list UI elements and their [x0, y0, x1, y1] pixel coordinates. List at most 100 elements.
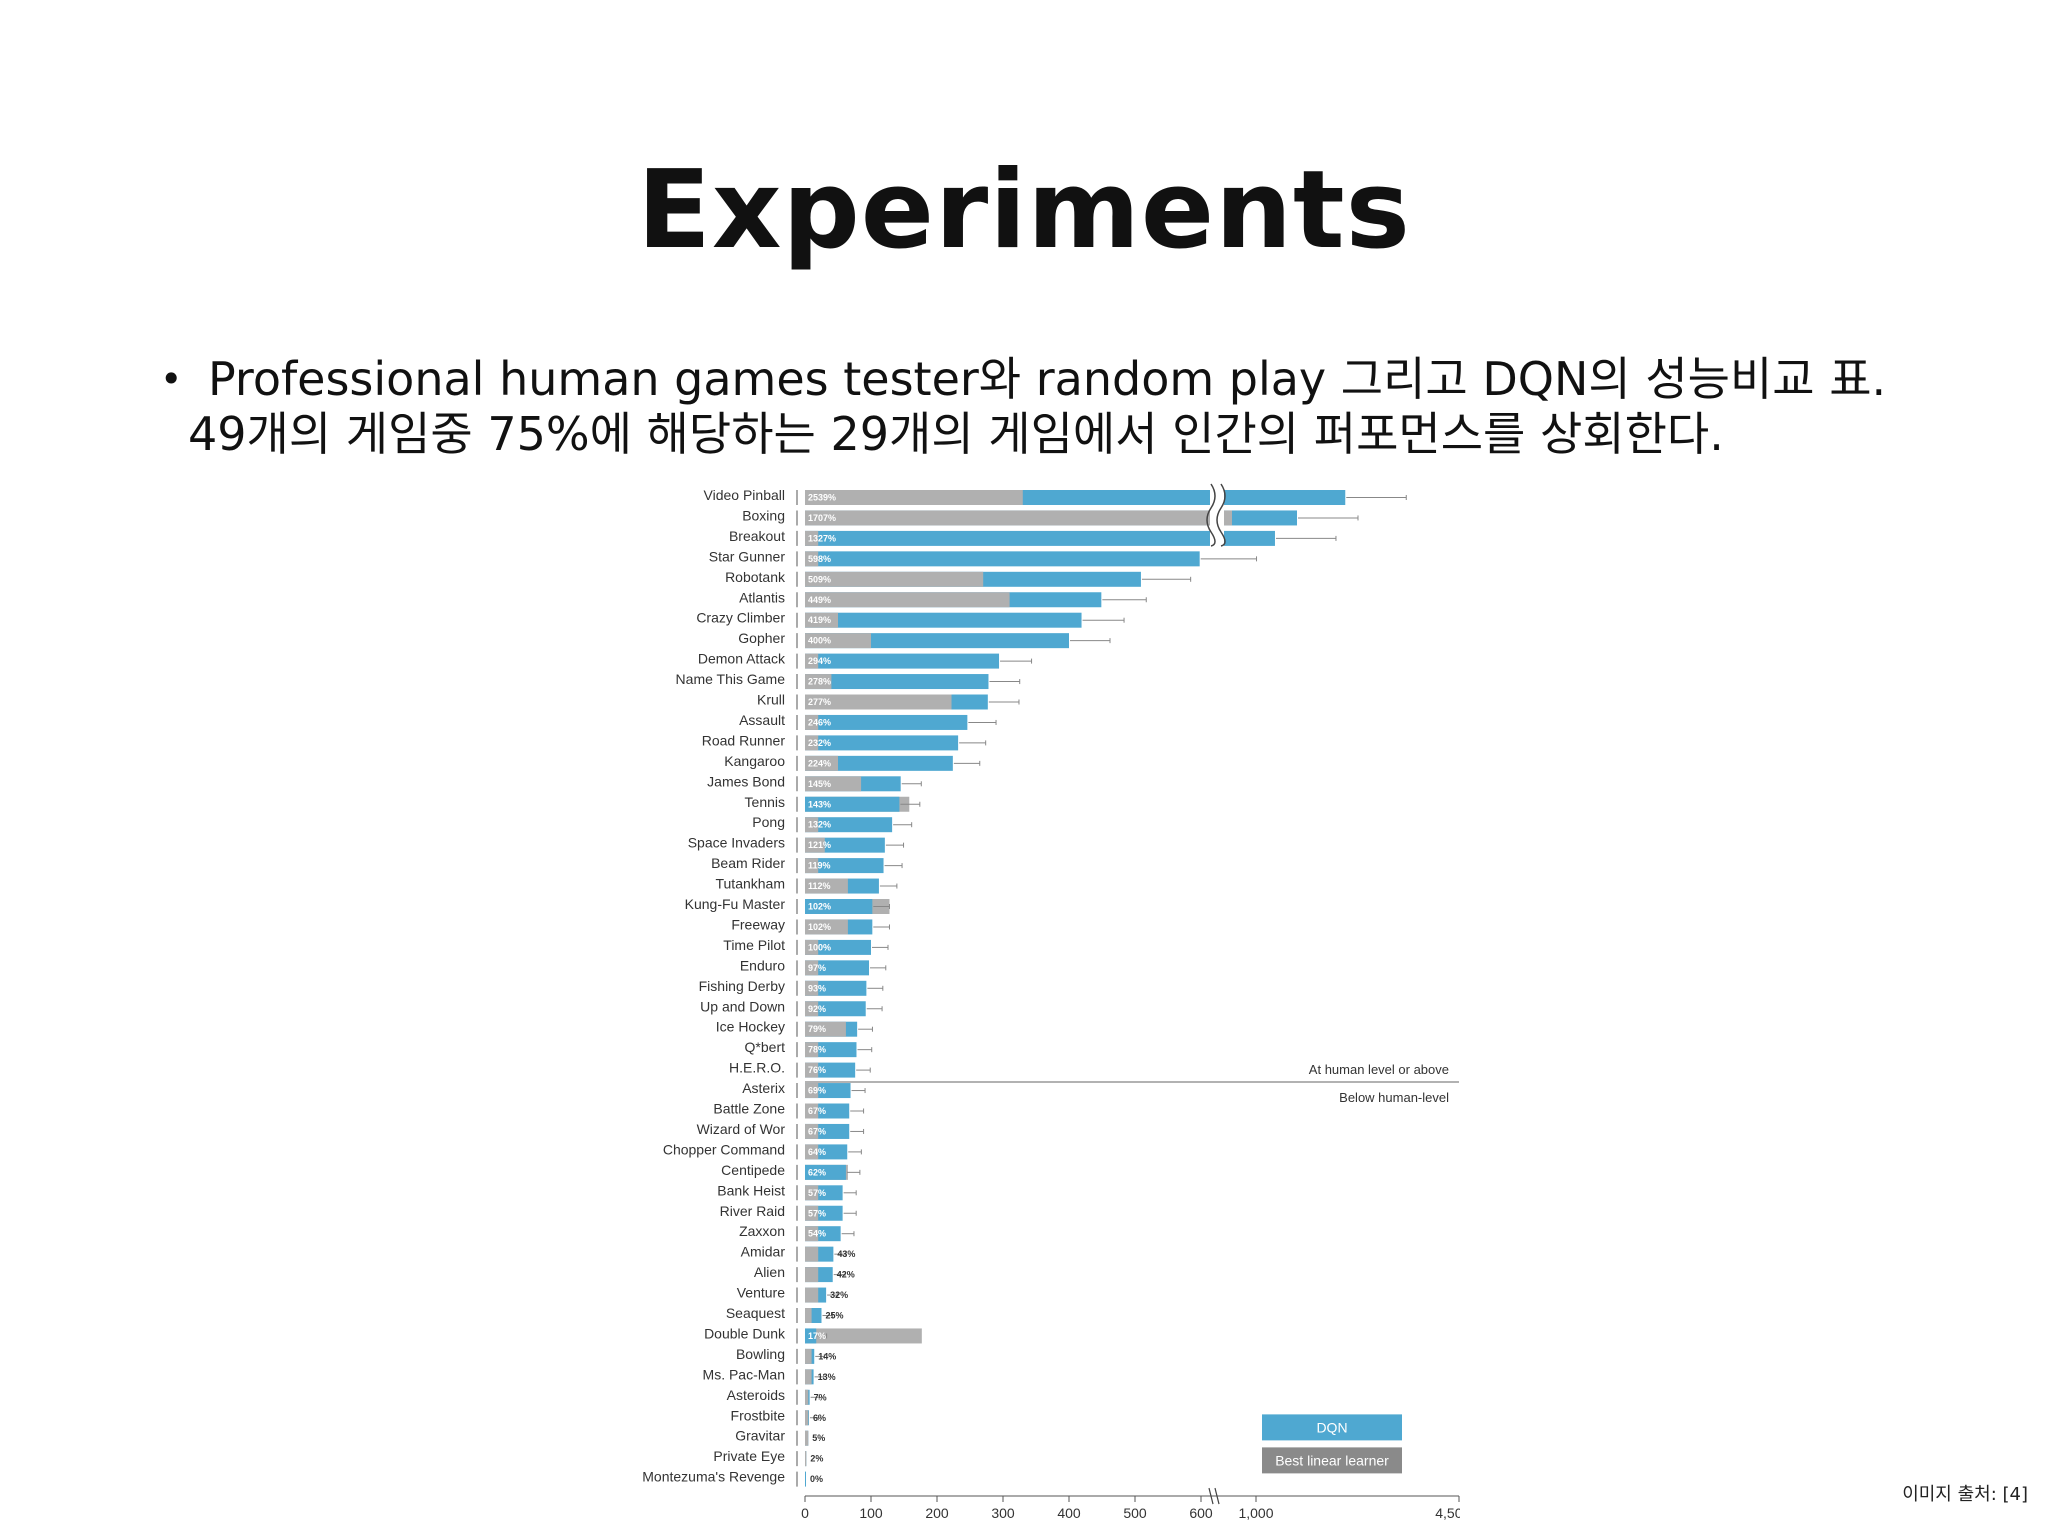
bar-linear: [805, 1348, 812, 1364]
x-tick-label: 400: [1057, 1505, 1081, 1521]
game-label: Video Pinball: [704, 487, 785, 503]
game-label: Krull: [757, 692, 785, 708]
bar-linear: [805, 674, 832, 690]
legend-linear-swatch: [1262, 1447, 1402, 1474]
dqn-performance-chart: Video Pinball Boxing Breakout Star Gunner Ro…: [642, 483, 1460, 1521]
bar-linear: [805, 1083, 819, 1099]
game-label: Breakout: [729, 528, 785, 544]
bar-value-label: 100%: [808, 942, 831, 952]
game-label: Road Runner: [702, 732, 786, 748]
bar-linear: [805, 1226, 819, 1242]
bar-linear: [805, 1021, 846, 1037]
bar-linear: [805, 1389, 809, 1405]
legend-dqn-swatch: [1262, 1414, 1402, 1441]
bar-dqn: [805, 837, 885, 853]
bar-linear: [805, 592, 1010, 608]
bar-linear: [805, 817, 819, 833]
game-label: Enduro: [740, 957, 785, 973]
game-label: Tennis: [745, 794, 785, 810]
bar-value-label: 25%: [826, 1311, 844, 1321]
bar-value-label: 78%: [808, 1045, 826, 1055]
bar-linear: [805, 1267, 819, 1283]
threshold-annotation: At human level or above Below human-leve…: [805, 1062, 1459, 1105]
bar-linear: [805, 1042, 819, 1058]
bar-value-label: 143%: [808, 799, 831, 809]
game-label: Frostbite: [731, 1407, 786, 1423]
human-level-below-label: Below human-level: [1339, 1090, 1449, 1105]
bar-dqn: [805, 1164, 846, 1180]
game-label: Robotank: [725, 569, 786, 585]
bar-linear: [805, 1144, 819, 1160]
bullet-line-1: Professional human games tester와 random …: [208, 352, 1887, 406]
bar-value-label: 2%: [810, 1454, 823, 1464]
bar-value-label: 6%: [813, 1413, 826, 1423]
bar-linear: [805, 735, 819, 751]
bar-dqn: [805, 1471, 806, 1487]
bar-value-label: 92%: [808, 1004, 826, 1014]
bar-value-label: 69%: [808, 1086, 826, 1096]
bar-value-label: 449%: [808, 595, 831, 605]
game-label: Bowling: [736, 1346, 785, 1362]
bar-dqn: [805, 1001, 866, 1017]
bar-linear: [805, 612, 838, 628]
bar-value-label: 224%: [808, 758, 831, 768]
game-label: Fishing Derby: [699, 978, 785, 994]
bar-value-label: 232%: [808, 738, 831, 748]
legend-dqn-label: DQN: [1316, 1419, 1347, 1435]
bar-linear: [805, 980, 819, 996]
bar-value-label: 93%: [808, 983, 826, 993]
x-tick-label: 1,000: [1238, 1505, 1273, 1521]
bar-value-label: 32%: [830, 1290, 848, 1300]
bar-dqn: [805, 1328, 817, 1344]
game-label: Star Gunner: [709, 548, 786, 564]
game-label: Space Invaders: [688, 835, 785, 851]
bar-value-label: 62%: [808, 1167, 826, 1177]
bar-linear: [805, 1123, 819, 1139]
bar-value-label: 598%: [808, 554, 831, 564]
bullet-line-2: 49개의 게임중 75%에 해당하는 29개의 게임에서 인간의 퍼포먼스를 상…: [188, 407, 1724, 461]
bar-value-label: 13%: [818, 1372, 836, 1382]
bar-dqn: [805, 551, 1200, 567]
game-label: Zaxxon: [739, 1223, 785, 1239]
axis-break-mark: [1206, 483, 1216, 547]
bar-value-label: 419%: [808, 615, 831, 625]
bar-value-label: 400%: [808, 636, 831, 646]
game-label: Up and Down: [700, 998, 785, 1014]
bar-linear: [805, 1410, 809, 1426]
bar-dqn: [805, 939, 871, 955]
game-label: Bank Heist: [717, 1182, 785, 1198]
bar-dqn: [805, 612, 1082, 628]
bar-linear: [805, 530, 819, 546]
bar-value-label: 1707%: [808, 513, 836, 523]
game-label: Asteroids: [727, 1387, 785, 1403]
bar-linear: [805, 939, 819, 955]
bar-value-label: 17%: [808, 1331, 826, 1341]
bar-linear: [805, 551, 819, 567]
bar-dqn: [805, 796, 900, 812]
bar-value-label: 76%: [808, 1065, 826, 1075]
x-tick-label: 100: [859, 1505, 883, 1521]
game-label: Kung-Fu Master: [685, 896, 786, 912]
bar-linear: [805, 633, 871, 649]
game-label: Ice Hockey: [716, 1019, 785, 1035]
bar-dqn: [805, 653, 1000, 669]
game-label: Asterix: [742, 1080, 785, 1096]
game-label: Double Dunk: [704, 1325, 786, 1341]
game-label: Beam Rider: [711, 855, 785, 871]
legend: DQN Best linear learner: [1262, 1414, 1402, 1474]
x-axis-break-mark: [1208, 1487, 1220, 1505]
bar-linear: [805, 653, 819, 669]
x-tick-label: 600: [1189, 1505, 1213, 1521]
bar-linear: [805, 1062, 819, 1078]
human-level-above-label: At human level or above: [1309, 1062, 1449, 1077]
game-label: Montezuma's Revenge: [642, 1469, 785, 1485]
game-label: Ms. Pac-Man: [703, 1366, 785, 1382]
bar-linear: [805, 1185, 819, 1201]
bar-value-label: 42%: [837, 1270, 855, 1280]
bar-value-label: 2539%: [808, 493, 836, 503]
game-label: Seaquest: [726, 1305, 785, 1321]
bar-value-label: 121%: [808, 840, 831, 850]
bar-value-label: 64%: [808, 1147, 826, 1157]
game-label: Gravitar: [735, 1428, 785, 1444]
bar-linear: [805, 858, 819, 874]
